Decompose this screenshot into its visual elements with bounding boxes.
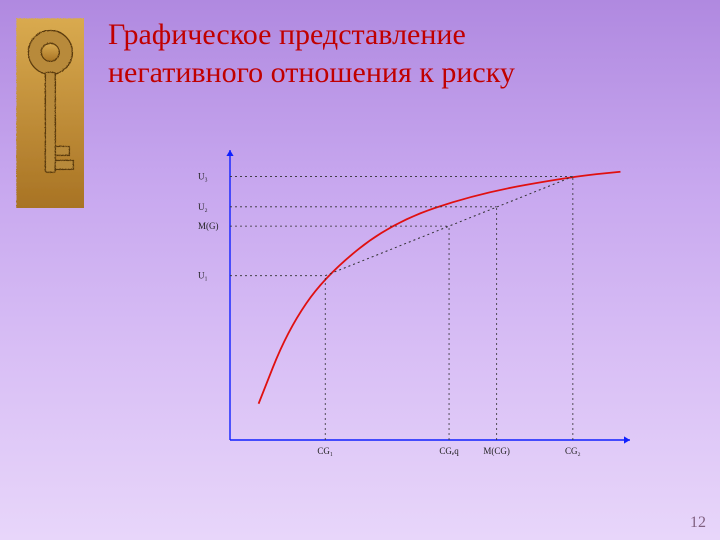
utility-chart: CG₁ U₁ CGₑq M(G) M(CG) U₂ CG₂ U₃ [160,140,640,480]
page-number: 12 [690,514,706,532]
x-axis-label: CG₁ [317,446,333,456]
x-axis-label: CGₑq [439,446,459,456]
y-axis-label: U₂ [198,202,208,212]
title-line-1: Графическое представление [108,18,466,51]
y-axis-label: M(G) [198,221,219,231]
slide-title: Графическое представление негативного от… [108,16,688,91]
x-axis-label: CG₂ [565,446,581,456]
y-axis-label: U₁ [198,271,208,281]
title-line-2: негативного отношения к риску [108,56,515,89]
x-axis-label: M(CG) [483,446,510,456]
key-illustration [16,18,84,208]
y-axis-label: U₃ [198,172,208,182]
slide: Графическое представление негативного от… [0,0,720,540]
